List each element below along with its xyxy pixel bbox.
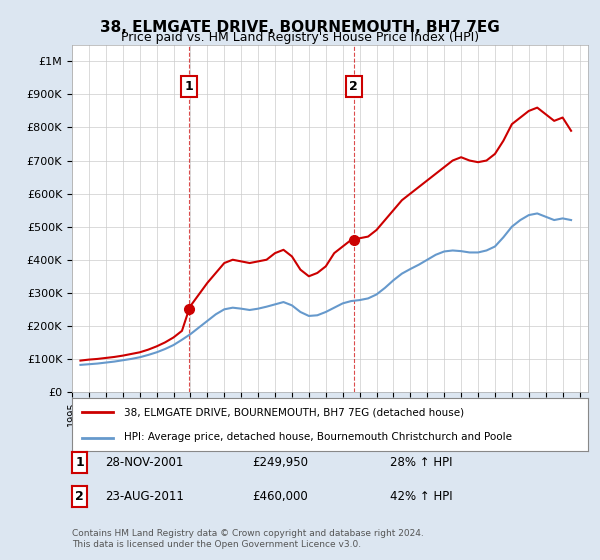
Text: Contains HM Land Registry data © Crown copyright and database right 2024.
This d: Contains HM Land Registry data © Crown c… <box>72 529 424 549</box>
Text: £249,950: £249,950 <box>252 456 308 469</box>
Text: 28% ↑ HPI: 28% ↑ HPI <box>390 456 452 469</box>
Text: 2: 2 <box>349 80 358 93</box>
Text: 1: 1 <box>75 456 84 469</box>
Text: Price paid vs. HM Land Registry's House Price Index (HPI): Price paid vs. HM Land Registry's House … <box>121 31 479 44</box>
Text: 38, ELMGATE DRIVE, BOURNEMOUTH, BH7 7EG: 38, ELMGATE DRIVE, BOURNEMOUTH, BH7 7EG <box>100 20 500 35</box>
Text: 23-AUG-2011: 23-AUG-2011 <box>105 489 184 503</box>
Text: £460,000: £460,000 <box>252 489 308 503</box>
Text: 38, ELMGATE DRIVE, BOURNEMOUTH, BH7 7EG (detached house): 38, ELMGATE DRIVE, BOURNEMOUTH, BH7 7EG … <box>124 408 464 418</box>
Text: 1: 1 <box>185 80 193 93</box>
Text: HPI: Average price, detached house, Bournemouth Christchurch and Poole: HPI: Average price, detached house, Bour… <box>124 432 512 442</box>
Text: 2: 2 <box>75 489 84 503</box>
Text: 28-NOV-2001: 28-NOV-2001 <box>105 456 184 469</box>
Text: 42% ↑ HPI: 42% ↑ HPI <box>390 489 452 503</box>
